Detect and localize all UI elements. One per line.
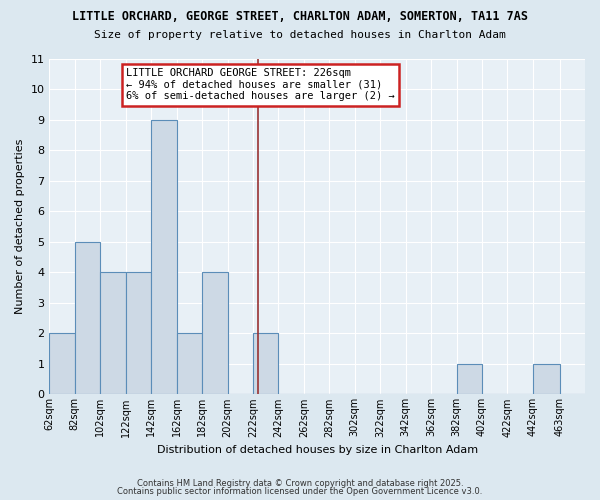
Bar xyxy=(151,120,176,394)
Bar xyxy=(202,272,227,394)
Bar xyxy=(253,334,278,394)
Bar xyxy=(100,272,126,394)
Y-axis label: Number of detached properties: Number of detached properties xyxy=(15,139,25,314)
Bar xyxy=(176,334,202,394)
Text: Size of property relative to detached houses in Charlton Adam: Size of property relative to detached ho… xyxy=(94,30,506,40)
X-axis label: Distribution of detached houses by size in Charlton Adam: Distribution of detached houses by size … xyxy=(157,445,478,455)
Bar xyxy=(126,272,151,394)
Bar xyxy=(49,334,75,394)
Bar xyxy=(457,364,482,394)
Text: Contains public sector information licensed under the Open Government Licence v3: Contains public sector information licen… xyxy=(118,487,482,496)
Text: Contains HM Land Registry data © Crown copyright and database right 2025.: Contains HM Land Registry data © Crown c… xyxy=(137,478,463,488)
Text: LITTLE ORCHARD GEORGE STREET: 226sqm
← 94% of detached houses are smaller (31)
6: LITTLE ORCHARD GEORGE STREET: 226sqm ← 9… xyxy=(126,68,394,102)
Bar xyxy=(75,242,100,394)
Bar xyxy=(533,364,560,394)
Text: LITTLE ORCHARD, GEORGE STREET, CHARLTON ADAM, SOMERTON, TA11 7AS: LITTLE ORCHARD, GEORGE STREET, CHARLTON … xyxy=(72,10,528,23)
